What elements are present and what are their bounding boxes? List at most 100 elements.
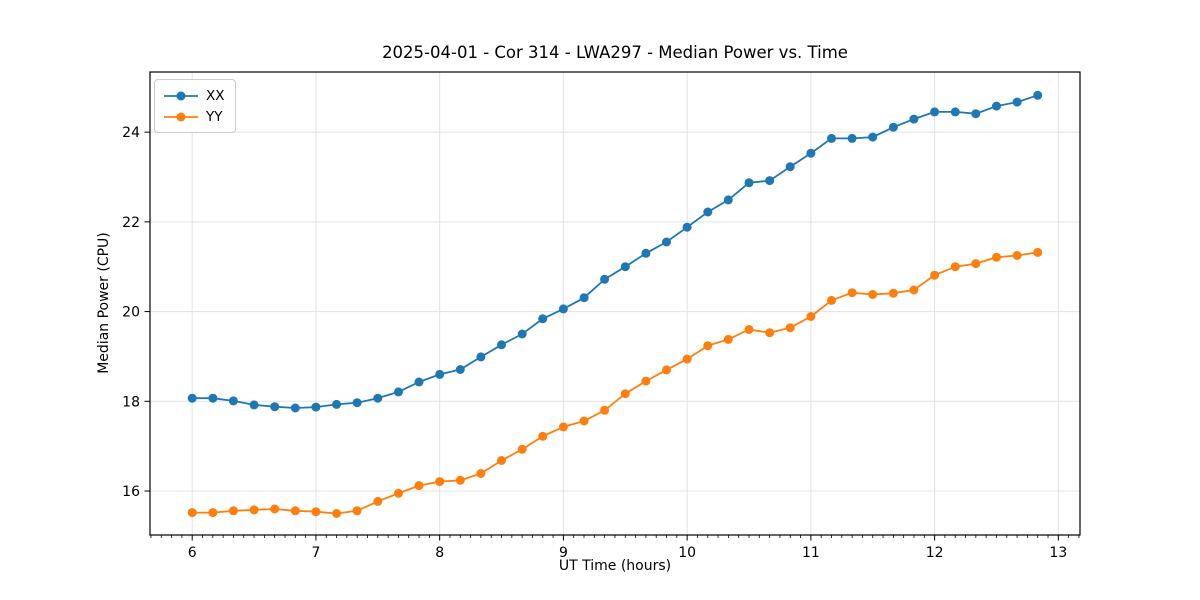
data-point-yy bbox=[455, 475, 465, 485]
data-point-yy bbox=[888, 288, 898, 298]
data-point-xx bbox=[497, 340, 506, 350]
data-point-xx bbox=[455, 365, 465, 374]
data-point-xx bbox=[620, 262, 630, 272]
data-point-xx bbox=[352, 398, 362, 408]
data-point-yy bbox=[765, 328, 775, 338]
data-point-xx bbox=[662, 237, 671, 247]
x-tick-label: 9 bbox=[559, 545, 568, 561]
data-point-yy bbox=[662, 365, 671, 375]
data-point-xx bbox=[538, 314, 548, 324]
data-point-yy bbox=[1012, 251, 1022, 260]
data-point-xx bbox=[332, 399, 342, 409]
data-point-yy bbox=[847, 288, 857, 298]
data-point-yy bbox=[992, 252, 1001, 262]
data-point-yy bbox=[703, 341, 713, 351]
plot-border bbox=[149, 71, 1081, 536]
data-point-yy bbox=[579, 416, 589, 426]
data-point-yy bbox=[641, 376, 651, 386]
data-point-xx bbox=[641, 248, 651, 258]
data-point-yy bbox=[249, 505, 259, 515]
legend-item-xx: XX bbox=[163, 85, 225, 106]
x-axis-label: UT Time (hours) bbox=[558, 558, 672, 574]
data-point-xx bbox=[703, 207, 713, 217]
data-point-yy bbox=[332, 509, 342, 518]
data-point-xx bbox=[1033, 90, 1043, 100]
data-point-yy bbox=[1033, 247, 1043, 257]
data-point-yy bbox=[950, 262, 960, 272]
y-axis-label: Median Power (CPU) bbox=[96, 232, 112, 374]
data-point-xx bbox=[517, 329, 527, 339]
data-point-xx bbox=[971, 109, 981, 119]
data-point-xx bbox=[888, 122, 898, 132]
legend-label-xx: XX bbox=[206, 87, 225, 104]
data-point-xx bbox=[827, 133, 836, 143]
legend: XX YY bbox=[154, 79, 236, 133]
data-point-xx bbox=[414, 377, 424, 387]
x-tick-label: 13 bbox=[1049, 545, 1067, 561]
data-point-xx bbox=[992, 101, 1001, 111]
data-point-yy bbox=[435, 477, 445, 487]
data-point-yy bbox=[558, 422, 568, 432]
x-tick-label: 6 bbox=[188, 545, 197, 561]
series-line-xx bbox=[192, 94, 1038, 409]
data-point-yy bbox=[311, 507, 321, 517]
data-point-xx bbox=[909, 114, 919, 124]
x-tick-label: 7 bbox=[311, 545, 320, 561]
data-point-xx bbox=[950, 107, 960, 117]
legend-item-yy: YY bbox=[163, 106, 225, 127]
y-tick-label: 16 bbox=[122, 484, 140, 500]
data-point-xx bbox=[868, 132, 878, 142]
data-point-xx bbox=[476, 352, 486, 362]
data-point-xx bbox=[785, 162, 795, 172]
data-point-yy bbox=[600, 405, 610, 415]
data-point-xx bbox=[208, 393, 218, 403]
data-point-xx bbox=[290, 403, 300, 413]
data-point-xx bbox=[723, 195, 733, 205]
data-point-xx bbox=[765, 176, 775, 186]
data-point-yy bbox=[187, 508, 197, 518]
data-point-xx bbox=[270, 402, 280, 412]
data-point-yy bbox=[868, 290, 878, 299]
data-point-yy bbox=[497, 456, 506, 465]
data-point-yy bbox=[744, 325, 754, 334]
data-point-yy bbox=[270, 504, 280, 514]
data-point-yy bbox=[476, 469, 486, 478]
data-point-xx bbox=[373, 393, 383, 403]
data-point-yy bbox=[352, 506, 362, 516]
data-point-xx bbox=[394, 387, 403, 397]
legend-marker-yy-icon bbox=[164, 112, 198, 121]
data-point-xx bbox=[682, 222, 692, 232]
data-point-yy bbox=[414, 481, 424, 491]
y-tick-label: 22 bbox=[122, 215, 140, 231]
data-point-yy bbox=[806, 312, 816, 321]
data-point-xx bbox=[187, 393, 197, 403]
data-point-xx bbox=[228, 396, 238, 406]
data-point-xx bbox=[600, 274, 610, 284]
y-tick-label: 18 bbox=[122, 394, 140, 410]
y-tick-label: 20 bbox=[122, 305, 140, 321]
data-point-xx bbox=[847, 133, 857, 143]
data-point-yy bbox=[394, 488, 403, 498]
data-point-yy bbox=[827, 295, 836, 305]
x-tick-label: 11 bbox=[802, 545, 820, 561]
data-point-yy bbox=[208, 508, 218, 518]
data-point-xx bbox=[744, 178, 754, 188]
x-tick-label: 12 bbox=[926, 545, 944, 561]
data-point-xx bbox=[930, 107, 940, 117]
data-point-yy bbox=[373, 496, 383, 506]
x-tick-label: 10 bbox=[678, 545, 696, 561]
data-point-xx bbox=[249, 400, 259, 410]
data-point-yy bbox=[620, 389, 630, 399]
data-point-yy bbox=[228, 506, 238, 516]
y-tick-label: 24 bbox=[122, 125, 140, 141]
data-point-xx bbox=[1012, 97, 1022, 107]
data-point-yy bbox=[682, 354, 692, 364]
data-point-yy bbox=[723, 334, 733, 344]
data-point-yy bbox=[930, 270, 940, 280]
data-point-yy bbox=[909, 285, 919, 295]
legend-marker-xx-icon bbox=[164, 91, 198, 100]
x-tick-label: 8 bbox=[435, 545, 444, 561]
data-point-yy bbox=[785, 323, 795, 333]
